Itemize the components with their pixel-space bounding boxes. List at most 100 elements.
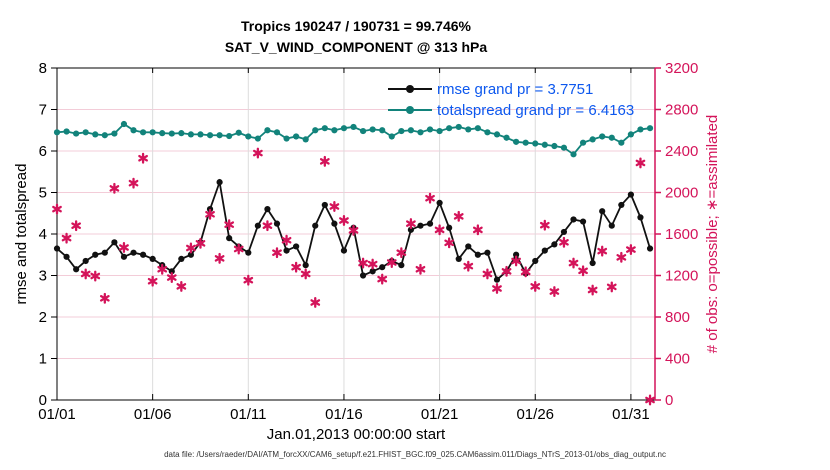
obs-asterisk-marker [71, 220, 81, 232]
totalspread-marker [149, 129, 156, 136]
rmse-marker [312, 222, 319, 229]
obs-asterisk-marker [300, 268, 311, 280]
obs-asterisk-marker [243, 274, 254, 286]
totalspread-marker [302, 136, 309, 143]
rmse-marker [627, 191, 635, 198]
obs-asterisk-marker [559, 236, 569, 248]
x-tick-label: 01/11 [230, 406, 266, 423]
obs-asterisk-marker [406, 218, 416, 230]
totalspread-marker [245, 133, 252, 140]
legend-label-rmse: rmse grand pr = 3.7751 [437, 80, 594, 98]
y-left-tick-label: 1 [39, 351, 47, 368]
obs-asterisk-marker [367, 258, 378, 270]
rmse-marker [465, 243, 472, 250]
obs-asterisk-marker [635, 157, 646, 169]
rmse-marker [513, 251, 520, 258]
x-tick-label: 01/31 [612, 406, 650, 423]
y-left-tick-label: 3 [39, 268, 47, 285]
totalspread-marker [627, 131, 635, 138]
totalspread-marker [618, 139, 625, 146]
obs-asterisk-marker [119, 242, 129, 253]
totalspread-marker [120, 120, 128, 128]
totalspread-marker [340, 125, 348, 132]
rmse-marker [92, 251, 99, 258]
rmse-marker [551, 241, 558, 248]
rmse-marker [618, 201, 625, 209]
totalspread-marker [187, 131, 195, 138]
x-tick-label: 01/21 [421, 406, 459, 423]
rmse-marker [293, 243, 300, 250]
legend-item-rmse: rmse grand pr = 3.7751 [388, 79, 634, 99]
rmse-marker [283, 247, 290, 254]
y-left-tick-label: 6 [39, 143, 47, 160]
totalspread-marker [273, 129, 281, 136]
y-right-tick-label: 3200 [665, 60, 698, 77]
rmse-marker [560, 228, 568, 236]
rmse-marker [589, 259, 596, 267]
y-right-tick-label: 1600 [665, 226, 698, 243]
plot-title: Tropics 190247 / 190731 = 99.746% SAT_V_… [57, 16, 655, 58]
y-left-tick-label: 2 [39, 309, 47, 326]
totalspread-marker [226, 132, 233, 140]
totalspread-marker [235, 129, 242, 136]
obs-asterisk-marker [310, 297, 321, 308]
obs-asterisk-marker [166, 272, 177, 284]
totalspread-marker [293, 133, 300, 140]
totalspread-marker [216, 132, 223, 139]
legend-label-totalspread: totalspread grand pr = 6.4163 [437, 101, 635, 119]
obs-asterisk-marker [396, 247, 407, 259]
y-right-tick-label: 2800 [665, 102, 698, 119]
rmse-marker [426, 220, 434, 227]
totalspread-marker [359, 127, 367, 135]
totalspread-marker [436, 127, 443, 135]
totalspread-marker [608, 134, 615, 141]
obs-asterisk-marker [186, 242, 196, 254]
rmse-marker [101, 249, 108, 256]
obs-asterisk-marker [329, 201, 340, 212]
rmse-marker [130, 249, 137, 256]
totalspread-marker [455, 123, 462, 131]
rmse-marker [541, 247, 548, 254]
rmse-marker [120, 253, 128, 260]
obs-asterisk-marker [645, 394, 655, 406]
obs-asterisk-marker [224, 219, 235, 231]
grid-horizontal [57, 109, 655, 359]
obs-asterisk-marker [415, 263, 426, 275]
totalspread-marker [589, 136, 596, 143]
totalspread-marker [53, 129, 61, 136]
rmse-marker [484, 249, 491, 256]
rmse-marker [379, 264, 386, 271]
legend-sample-rmse [388, 84, 432, 94]
rmse-marker [216, 179, 223, 186]
obs-asterisk-marker [492, 283, 502, 294]
obs-asterisk-marker [128, 177, 139, 189]
obs-asterisk-marker [339, 215, 349, 226]
totalspread-marker [579, 139, 587, 146]
obs-asterisk-marker [358, 257, 368, 269]
rmse-marker [407, 226, 414, 233]
obs-asterisk-marker [233, 243, 244, 255]
totalspread-marker [484, 129, 491, 136]
rmse-marker [149, 255, 156, 262]
totalspread-marker [197, 131, 204, 138]
obs-asterisk-marker [205, 208, 215, 220]
y-axis-label-right: # of obs: o=possible; ∗=assimilated [704, 114, 721, 354]
rmse-marker [532, 257, 539, 265]
rmse-marker [111, 239, 118, 246]
rmse-marker [398, 262, 405, 269]
totalspread-marker [321, 125, 328, 132]
obs-asterisk-marker [281, 234, 292, 246]
obs-asterisk-marker [272, 247, 282, 259]
rmse-marker [340, 247, 348, 254]
obs-asterisk-marker [597, 245, 608, 257]
totalspread-marker [178, 130, 185, 137]
obs-asterisk-marker [482, 268, 493, 280]
y-left-tick-label: 7 [39, 102, 47, 119]
y-right-tick-label: 0 [665, 392, 673, 409]
rmse-marker [63, 253, 70, 260]
obs-asterisk-marker [578, 265, 588, 277]
rmse-marker [570, 216, 577, 223]
obs-asterisk-marker [616, 251, 627, 263]
totalspread-marker [426, 126, 434, 133]
